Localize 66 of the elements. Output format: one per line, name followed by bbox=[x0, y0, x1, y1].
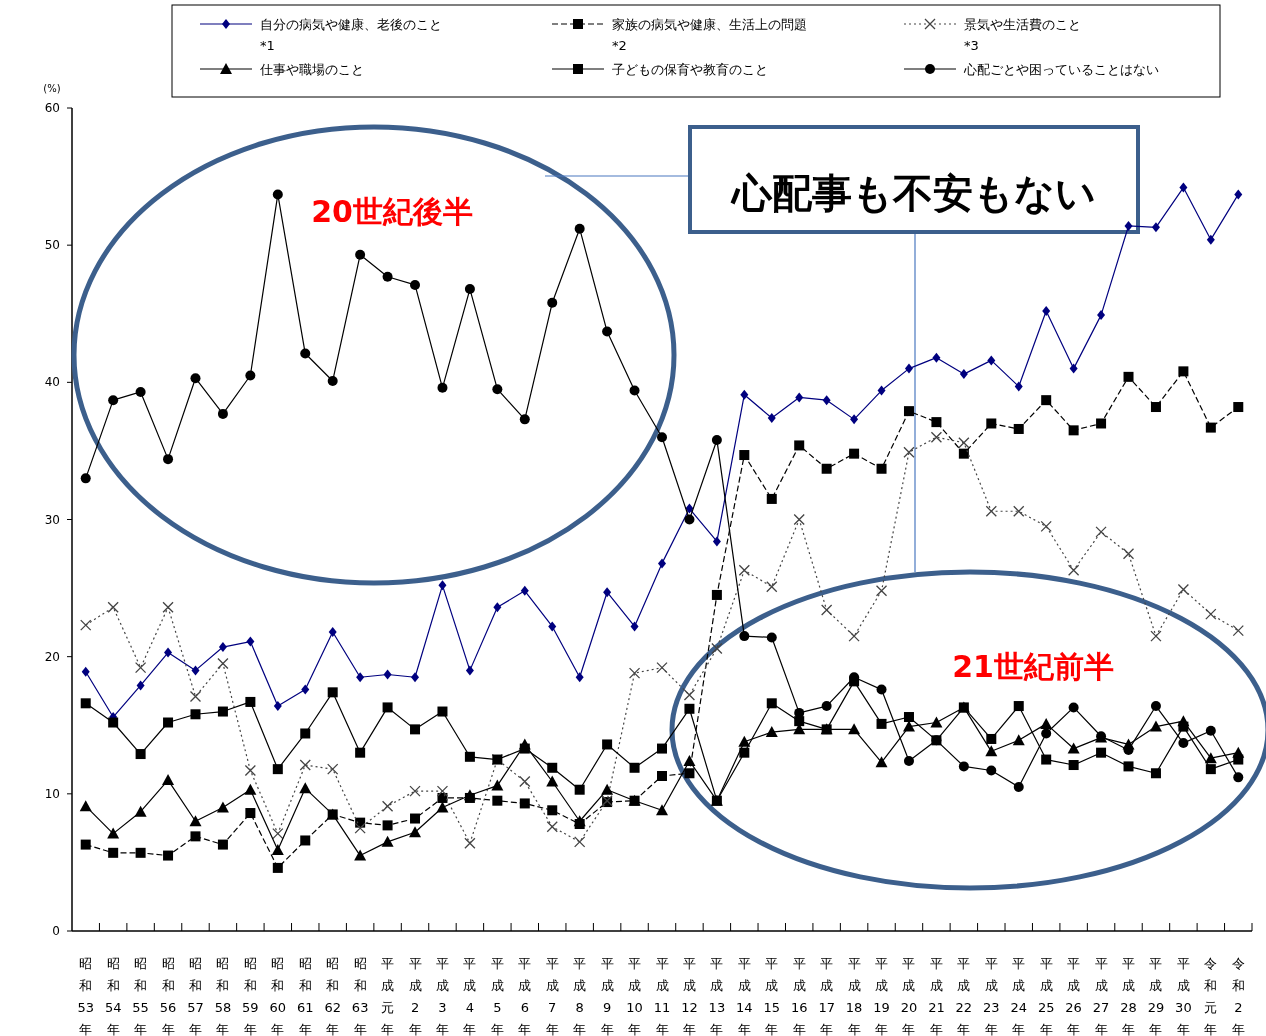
x-tick-label: 昭和55年 bbox=[132, 956, 149, 1036]
x-tick-label: 平成16年 bbox=[790, 956, 808, 1036]
x-tick-label: 平成2年 bbox=[408, 956, 422, 1036]
x-tick-label: 平成23年 bbox=[983, 956, 1000, 1036]
x-tick-label: 平成19年 bbox=[873, 956, 890, 1036]
x-tick-label: 昭和62年 bbox=[324, 956, 341, 1036]
x-tick-label: 平成20年 bbox=[900, 956, 918, 1036]
x-tick-label: 平成12年 bbox=[681, 956, 698, 1036]
x-tick-label: 平成元年 bbox=[381, 956, 395, 1036]
legend-item: 家族の病気や健康、生活上の問題 *2 bbox=[551, 17, 807, 53]
x-tick-label: 平成5年 bbox=[490, 956, 504, 1036]
y-axis-title: (%) bbox=[43, 83, 61, 94]
annotation: 20世紀後半 bbox=[311, 194, 473, 229]
y-tick-label: 50 bbox=[44, 238, 60, 253]
x-tick-label: 昭和53年 bbox=[77, 956, 94, 1036]
x-tick-label: 平成9年 bbox=[600, 956, 614, 1036]
legend-label: 心配ごとや困っていることはない bbox=[963, 62, 1159, 77]
legend-item: 景気や生活費のこと *3 bbox=[903, 17, 1081, 53]
legend-label: 自分の病気や健康、老後のこと *1 bbox=[260, 17, 442, 53]
y-tick-label: 40 bbox=[44, 375, 60, 390]
x-tick-label: 平成6年 bbox=[518, 956, 532, 1036]
x-tick-label: 令和2年 bbox=[1231, 956, 1245, 1036]
x-tick-label: 平成18年 bbox=[845, 956, 863, 1036]
x-tick-label: 昭和60年 bbox=[269, 956, 287, 1036]
x-tick-label: 平成29年 bbox=[1147, 956, 1165, 1036]
x-tick-label: 平成3年 bbox=[435, 956, 449, 1036]
legend-item: 仕事や職場のこと bbox=[199, 62, 364, 77]
x-tick-label: 平成25年 bbox=[1037, 956, 1055, 1036]
y-tick-label: 20 bbox=[44, 649, 60, 664]
y-tick-label: 60 bbox=[44, 101, 60, 115]
legend-item: 自分の病気や健康、老後のこと *1 bbox=[199, 17, 442, 53]
x-tick-label: 平成7年 bbox=[545, 956, 559, 1036]
x-tick-label: 昭和57年 bbox=[187, 956, 204, 1036]
x-tick-label: 平成26年 bbox=[1065, 956, 1082, 1036]
x-tick-label: 昭和63年 bbox=[351, 956, 369, 1036]
x-tick-label: 平成30年 bbox=[1175, 956, 1192, 1036]
y-tick-label: 0 bbox=[52, 924, 60, 938]
annotation: 21世紀前半 bbox=[952, 649, 1114, 684]
legend-label: 景気や生活費のこと *3 bbox=[964, 17, 1081, 53]
x-tick-label: 昭和61年 bbox=[296, 956, 314, 1036]
x-tick-label: 令和元年 bbox=[1204, 956, 1218, 1036]
y-tick-label: 10 bbox=[44, 786, 60, 801]
x-tick-label: 昭和54年 bbox=[104, 956, 122, 1036]
x-tick-label: 昭和56年 bbox=[159, 956, 177, 1036]
legend-label: 子どもの保育や教育のこと bbox=[612, 62, 768, 77]
legend-label: 家族の病気や健康、生活上の問題 *2 bbox=[612, 17, 807, 53]
x-tick-label: 昭和59年 bbox=[242, 956, 259, 1036]
x-tick-label: 昭和58年 bbox=[214, 956, 232, 1036]
x-tick-label: 平成15年 bbox=[763, 956, 781, 1036]
x-tick-label: 平成14年 bbox=[736, 956, 753, 1036]
annotation: 心配事も不安もない bbox=[730, 170, 1096, 216]
x-tick-label: 平成13年 bbox=[708, 956, 726, 1036]
legend-label: 仕事や職場のこと bbox=[259, 62, 364, 77]
x-tick-label: 平成11年 bbox=[653, 956, 671, 1036]
y-tick-label: 30 bbox=[44, 512, 60, 527]
x-tick-label: 平成4年 bbox=[463, 956, 477, 1036]
x-tick-label: 平成10年 bbox=[626, 956, 643, 1036]
x-tick-label: 平成24年 bbox=[1010, 956, 1028, 1036]
x-tick-label: 平成22年 bbox=[955, 956, 973, 1036]
x-tick-label: 平成17年 bbox=[818, 956, 835, 1036]
legend-item: 子どもの保育や教育のこと bbox=[551, 62, 768, 77]
x-tick-label: 平成27年 bbox=[1092, 956, 1110, 1036]
x-tick-label: 平成21年 bbox=[928, 956, 945, 1036]
x-tick-label: 平成28年 bbox=[1120, 956, 1137, 1036]
legend-item: 心配ごとや困っていることはない bbox=[903, 62, 1159, 77]
x-tick-label: 平成8年 bbox=[573, 956, 587, 1036]
